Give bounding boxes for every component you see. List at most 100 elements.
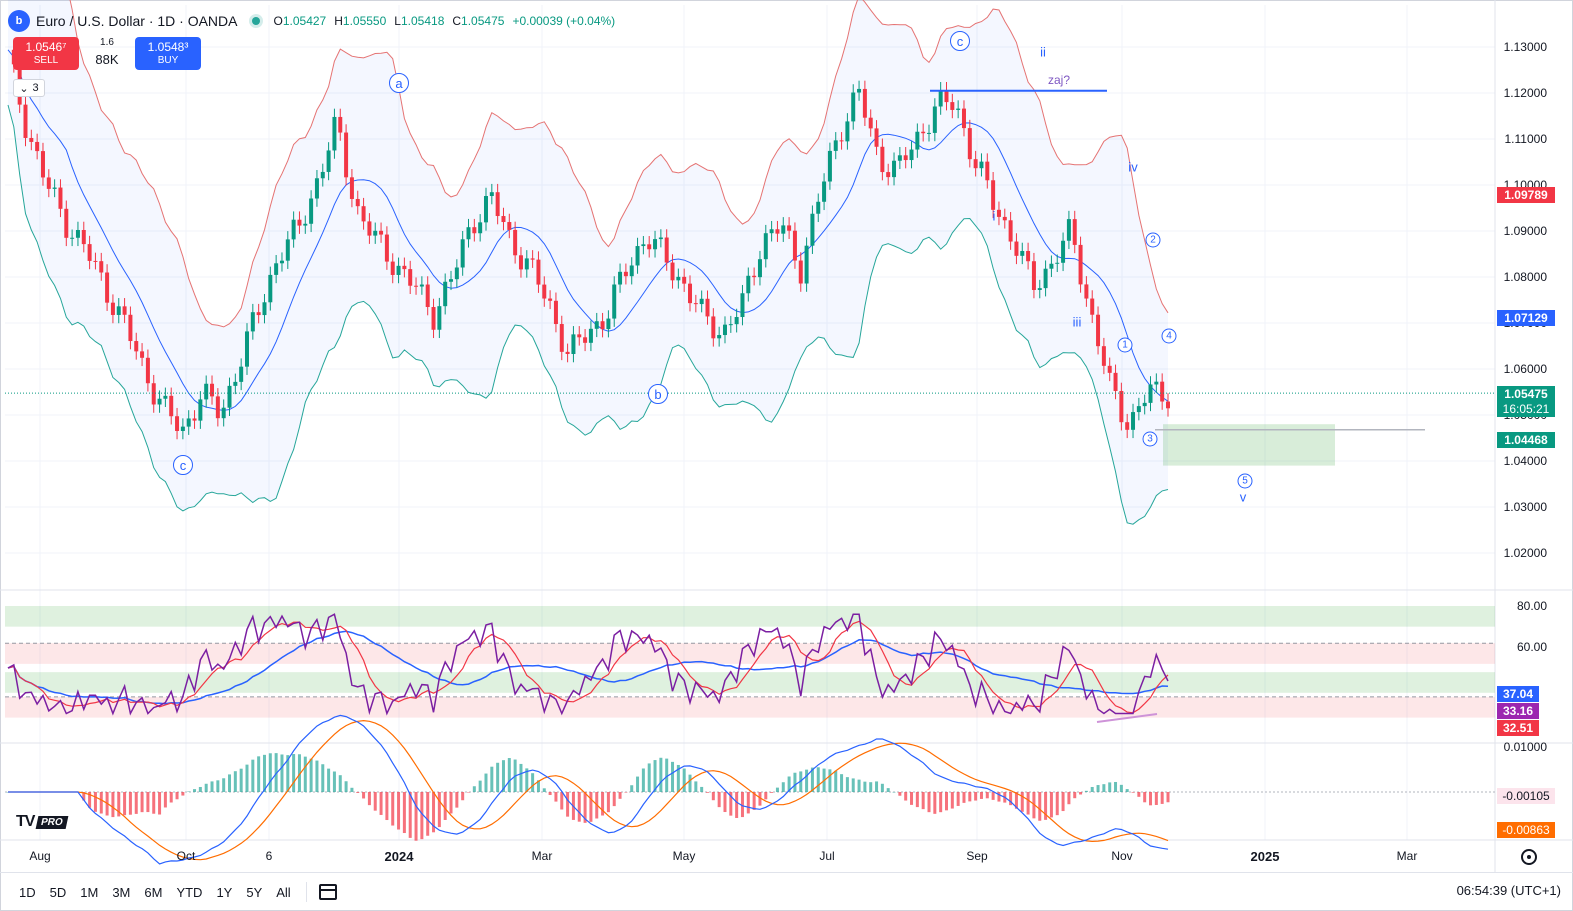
range-5y-button[interactable]: 5Y [246, 884, 263, 900]
time-label: Nov [1111, 849, 1133, 863]
macd-histogram-bar [1084, 790, 1088, 792]
macd-histogram-bar [840, 774, 844, 792]
wave-label-i[interactable]: i [992, 208, 996, 224]
macd-histogram-bar [228, 774, 232, 792]
candle-body [215, 396, 220, 419]
candle-body [145, 357, 150, 384]
range-5d-button[interactable]: 5D [49, 884, 67, 900]
candle-body [58, 187, 63, 209]
macd-histogram-bar [601, 792, 605, 816]
macd-histogram-bar [286, 755, 290, 792]
wave-label-2[interactable]: 2 [1145, 232, 1161, 248]
candle-body [693, 303, 698, 305]
wave-label-iv[interactable]: iv [1128, 159, 1138, 175]
macd-tick: 0.01000 [1503, 740, 1547, 754]
candle-body [816, 201, 821, 214]
macd-histogram-bar [700, 786, 704, 792]
macd-histogram-bar [420, 792, 424, 840]
clock-display[interactable]: 06:54:39 (UTC+1) [1456, 883, 1561, 898]
candle-body [128, 314, 133, 342]
buy-price: 1.0548³ [147, 40, 189, 54]
macd-histogram-bar [321, 764, 325, 792]
candle-body [752, 275, 757, 278]
macd-histogram-bar [962, 792, 966, 803]
wave-label-zaj[interactable]: zaj? [1047, 73, 1071, 87]
candle-body [151, 383, 156, 405]
market-status-icon[interactable] [251, 17, 260, 25]
candle-body [431, 307, 436, 330]
candle-body [314, 178, 319, 199]
macd-histogram-bar [88, 792, 92, 808]
wave-label-v[interactable]: v [1239, 489, 1247, 505]
candle-body [23, 104, 28, 138]
candle-body [472, 227, 477, 234]
symbol-title[interactable]: Euro / U.S. Dollar · 1D · OANDA [36, 13, 238, 29]
countdown-tag: 16:05:21 [1497, 401, 1555, 417]
candle-body [262, 302, 267, 316]
macd-histogram-bar [845, 777, 849, 792]
candle-body [676, 276, 681, 281]
wave-label-1[interactable]: 1 [1117, 337, 1133, 353]
range-1y-button[interactable]: 1Y [216, 884, 233, 900]
calendar-icon[interactable] [318, 884, 337, 900]
candle-body [140, 351, 145, 358]
candle-body [384, 234, 389, 262]
candle-body [227, 385, 232, 408]
candle-body [116, 306, 121, 315]
candle-body [757, 259, 762, 278]
range-1d-button[interactable]: 1D [19, 884, 36, 900]
wave-label-ii[interactable]: ii [1040, 44, 1046, 60]
candle-body [501, 216, 506, 223]
range-3m-button[interactable]: 3M [112, 884, 131, 900]
candle-body [332, 116, 337, 151]
candle-body [396, 265, 401, 275]
indicators-toggle-button[interactable]: ⌄ 3 [13, 79, 45, 97]
wave-label-a[interactable]: a [389, 73, 409, 93]
wave-label-3[interactable]: 3 [1142, 431, 1158, 447]
candle-body [40, 151, 45, 178]
macd-histogram-bar [501, 760, 505, 792]
candle-body [134, 341, 139, 352]
range-1m-button[interactable]: 1M [80, 884, 99, 900]
close-value: 1.05475 [461, 14, 505, 28]
rsi-overbought-zone [5, 606, 1495, 627]
macd-histogram-bar [327, 768, 331, 792]
range-ytd-button[interactable]: YTD [176, 884, 203, 900]
macd-histogram-bar [123, 792, 127, 816]
candle-body [740, 293, 745, 318]
wave-label-c-top[interactable]: c [950, 31, 970, 51]
macd-histogram-bar [373, 792, 377, 811]
macd-histogram-bar [939, 792, 943, 813]
bollinger-upper-line [69, 0, 1169, 328]
macd-histogram-bar [944, 792, 948, 811]
macd-histogram-bar [99, 792, 103, 814]
settings-gear-icon[interactable] [1521, 849, 1537, 865]
candle-body [915, 131, 920, 150]
wave-label-4[interactable]: 4 [1161, 328, 1177, 344]
candle-body [1026, 250, 1031, 262]
macd-histogram-bar [1096, 785, 1100, 792]
time-label: Jul [819, 849, 835, 863]
macd-histogram-bar [455, 792, 459, 808]
macd-histogram-bar [146, 792, 150, 813]
macd-histogram-bar [927, 792, 931, 813]
app-logo-icon[interactable]: b [8, 10, 30, 32]
buy-button[interactable]: 1.0548³ BUY [135, 37, 201, 70]
candle-body [64, 208, 69, 238]
macd-histogram-bar [478, 780, 482, 792]
wave-label-c-low[interactable]: c [173, 455, 193, 475]
macd-histogram-bar [583, 792, 587, 823]
macd-histogram-bar [1049, 792, 1053, 818]
range-all-button[interactable]: All [276, 884, 291, 900]
candle-body [320, 171, 325, 179]
wave-label-iii[interactable]: iii [1072, 314, 1082, 330]
candle-body [192, 418, 197, 421]
range-6m-button[interactable]: 6M [144, 884, 163, 900]
candle-body [419, 284, 424, 287]
candle-body [390, 261, 395, 275]
macd-histogram-bar [659, 757, 663, 792]
wave-label-b[interactable]: b [648, 384, 668, 404]
sell-button[interactable]: 1.0546⁷ SELL [13, 37, 79, 70]
wave-label-5[interactable]: 5 [1237, 473, 1253, 489]
